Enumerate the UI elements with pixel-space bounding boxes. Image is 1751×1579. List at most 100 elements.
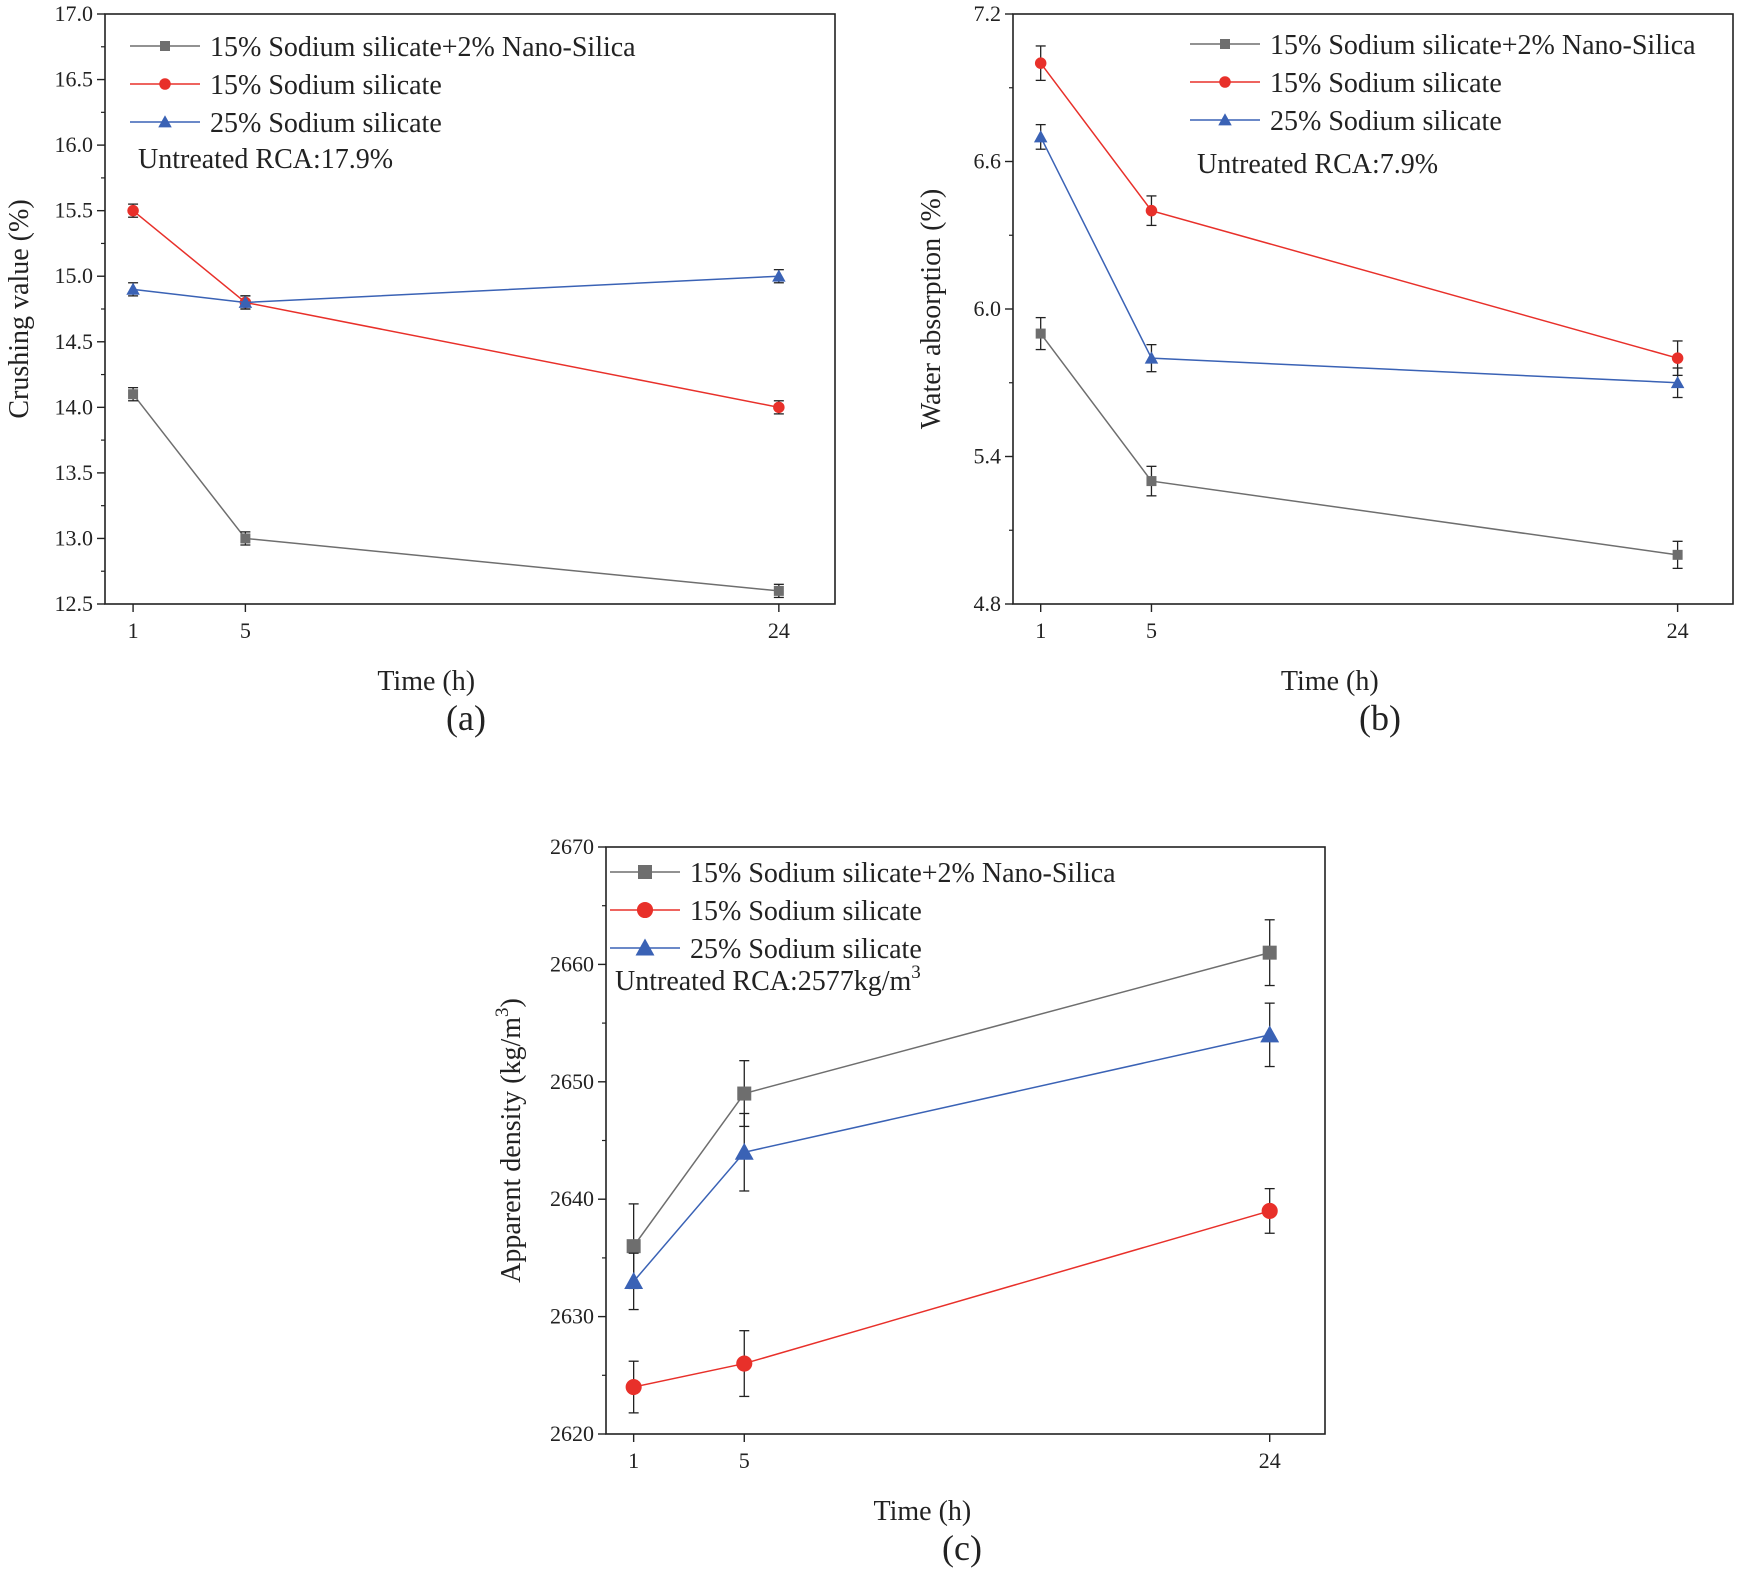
annotation: Untreated RCA:2577kg/m3 bbox=[615, 962, 921, 997]
marker-triangle bbox=[1218, 113, 1232, 126]
annotation-superscript: 3 bbox=[911, 962, 921, 983]
legend-label: 15% Sodium silicate+2% Nano-Silica bbox=[210, 32, 636, 63]
x-axis-label: Time (h) bbox=[873, 1496, 971, 1527]
series-0 bbox=[128, 387, 784, 599]
legend-label: 25% Sodium silicate bbox=[690, 934, 922, 965]
y-tick-label: 7.2 bbox=[974, 1, 1002, 26]
marker-circle bbox=[1671, 352, 1684, 364]
legend-label: 15% Sodium silicate+2% Nano-Silica bbox=[1270, 30, 1696, 61]
y-tick-label: 2630 bbox=[550, 1304, 594, 1329]
y-tick-label: 14.5 bbox=[55, 329, 94, 354]
marker-circle bbox=[1034, 57, 1047, 69]
marker-square bbox=[1672, 549, 1683, 560]
chart-a: 12.5 13.0 13.5 14.0 14.5 15.0 15.5 16.0 16.5 17.0… bbox=[4, 1, 836, 738]
y-tick-label: 13.5 bbox=[55, 460, 94, 485]
x-axis-label: Time (h) bbox=[1281, 666, 1379, 697]
series-2 bbox=[624, 1002, 1280, 1311]
series-0 bbox=[1035, 316, 1683, 570]
chart-caption: (c) bbox=[942, 1528, 982, 1568]
marker-triangle bbox=[1670, 376, 1685, 389]
plot-frame bbox=[104, 13, 836, 605]
marker-square bbox=[1035, 328, 1046, 339]
marker-triangle bbox=[624, 1271, 644, 1289]
y-axis-label: Crushing value (%) bbox=[4, 199, 35, 418]
marker-square bbox=[128, 389, 139, 400]
x-axis: 1 5 24 bbox=[1035, 604, 1689, 643]
y-tick-label: 15.0 bbox=[55, 263, 94, 288]
series-2 bbox=[126, 269, 786, 310]
marker-triangle bbox=[158, 115, 172, 128]
marker-square bbox=[773, 585, 784, 596]
y-tick-label: 13.0 bbox=[55, 525, 94, 550]
y-tick-label: 5.4 bbox=[974, 444, 1002, 469]
x-axis: 1 5 24 bbox=[128, 604, 790, 643]
legend-label: 25% Sodium silicate bbox=[1270, 106, 1502, 137]
marker-triangle bbox=[1033, 130, 1048, 143]
marker-circle bbox=[773, 401, 785, 414]
x-axis-label: Time (h) bbox=[377, 666, 475, 697]
marker-circle bbox=[1145, 204, 1158, 217]
marker-square bbox=[626, 1239, 641, 1254]
marker-circle bbox=[636, 901, 654, 919]
legend-entry: 15% Sodium silicate bbox=[1190, 68, 1502, 99]
y-axis: 2620 2630 2640 2650 2660 2670 bbox=[550, 834, 606, 1446]
series-line bbox=[132, 210, 779, 409]
legend-label: 15% Sodium silicate bbox=[1270, 68, 1502, 99]
marker-circle bbox=[1219, 76, 1231, 88]
x-tick-label: 1 bbox=[128, 618, 139, 643]
marker-triangle bbox=[238, 295, 253, 308]
legend-entry: 15% Sodium silicate bbox=[610, 896, 922, 927]
x-tick-label: 1 bbox=[1035, 618, 1046, 643]
marker-square bbox=[160, 41, 170, 51]
series-2 bbox=[1033, 123, 1685, 399]
series-1 bbox=[127, 203, 785, 415]
y-axis-label-text: Water absorption (%) bbox=[916, 189, 947, 429]
plot-frame bbox=[1012, 13, 1734, 605]
annotation-text: Untreated RCA:7.9% bbox=[1197, 149, 1438, 180]
legend-label: 15% Sodium silicate+2% Nano-Silica bbox=[690, 858, 1116, 889]
y-tick-label: 6.0 bbox=[974, 296, 1002, 321]
marker-square bbox=[1220, 39, 1230, 49]
y-tick-label: 2650 bbox=[550, 1069, 594, 1094]
annotation: Untreated RCA:17.9% bbox=[138, 144, 393, 175]
y-tick-label: 14.0 bbox=[55, 394, 94, 419]
x-tick-label: 5 bbox=[240, 618, 251, 643]
legend-entry: 15% Sodium silicate bbox=[130, 70, 442, 101]
y-tick-label: 2620 bbox=[550, 1421, 594, 1446]
annotation-text: Untreated RCA:2577kg/m bbox=[615, 966, 912, 997]
chart-caption: (b) bbox=[1359, 698, 1401, 738]
y-tick-label: 16.5 bbox=[55, 67, 94, 92]
y-tick-label: 17.0 bbox=[55, 1, 94, 26]
series-1 bbox=[1034, 45, 1684, 377]
y-axis: 12.5 13.0 13.5 14.0 14.5 15.0 15.5 16.0 16.5 17.0 bbox=[55, 1, 105, 616]
legend: 15% Sodium silicate+2% Nano-Silica 15% So… bbox=[130, 32, 636, 139]
y-tick-label: 4.8 bbox=[974, 591, 1002, 616]
legend-entry: 15% Sodium silicate+2% Nano-Silica bbox=[610, 858, 1116, 889]
legend: 15% Sodium silicate+2% Nano-Silica 15% So… bbox=[1190, 30, 1696, 137]
y-axis-label-text: Crushing value (%) bbox=[4, 199, 35, 418]
x-tick-label: 24 bbox=[1667, 618, 1689, 643]
legend-entry: 15% Sodium silicate+2% Nano-Silica bbox=[130, 32, 636, 63]
marker-triangle bbox=[1260, 1025, 1280, 1043]
marker-triangle bbox=[1144, 351, 1159, 364]
series-1 bbox=[625, 1187, 1278, 1414]
marker-triangle bbox=[734, 1142, 754, 1160]
y-axis-label-superscript: 3 bbox=[492, 1007, 513, 1017]
annotation-text: Untreated RCA:17.9% bbox=[138, 144, 393, 175]
y-tick-label: 15.5 bbox=[55, 198, 94, 223]
series-line bbox=[633, 1210, 1270, 1388]
x-tick-label: 5 bbox=[739, 1448, 750, 1473]
marker-triangle bbox=[772, 269, 786, 282]
y-axis: 4.8 5.4 6.0 6.6 7.2 bbox=[974, 1, 1013, 616]
marker-square bbox=[638, 865, 652, 879]
series-line bbox=[132, 393, 779, 592]
y-axis-label: Apparent density (kg/m3) bbox=[492, 998, 527, 1283]
legend-entry: 25% Sodium silicate bbox=[130, 108, 442, 139]
legend-entry: 25% Sodium silicate bbox=[1190, 106, 1502, 137]
y-tick-label: 2670 bbox=[550, 834, 594, 859]
y-tick-label: 16.0 bbox=[55, 132, 94, 157]
marker-circle bbox=[127, 204, 139, 217]
